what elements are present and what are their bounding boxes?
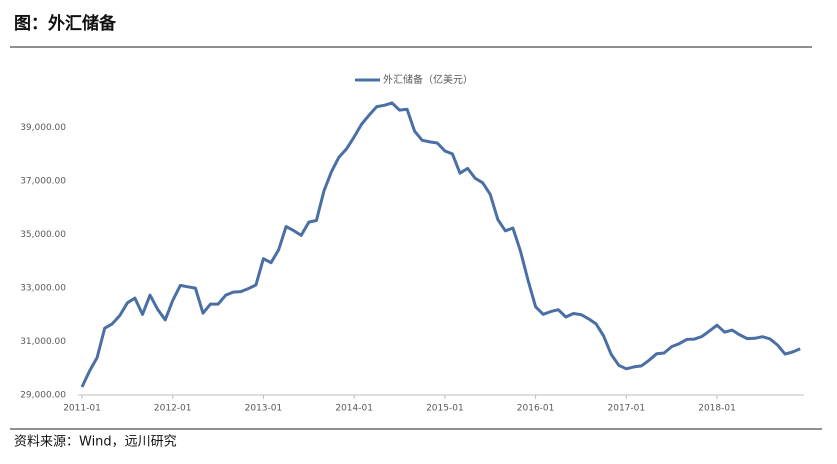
x-tick-label: 2013-01 [245, 404, 283, 414]
source: 资料来源：Wind，远川研究 [14, 435, 177, 450]
x-tick-label: 2015-01 [426, 404, 464, 414]
x-tick-label: 2017-01 [608, 404, 646, 414]
x-tick-label: 2016-01 [517, 404, 555, 414]
legend-label: 外汇储备（亿美元） [383, 73, 473, 86]
x-tick-label: 2011-01 [63, 404, 101, 414]
chart-title: 图：外汇储备 [14, 13, 117, 34]
x-tick-label: 2012-01 [154, 404, 192, 414]
x-tick-label: 2014-01 [335, 404, 373, 414]
y-tick-label: 39,000.00 [20, 123, 66, 133]
y-tick-label: 35,000.00 [20, 230, 66, 240]
y-tick-label: 31,000.00 [20, 337, 66, 347]
line-series [80, 101, 801, 388]
y-tick-label: 33,000.00 [20, 284, 66, 294]
x-tick-label: 2018-01 [698, 404, 736, 414]
y-tick-label: 29,000.00 [20, 391, 66, 401]
y-tick-label: 37,000.00 [20, 177, 66, 187]
